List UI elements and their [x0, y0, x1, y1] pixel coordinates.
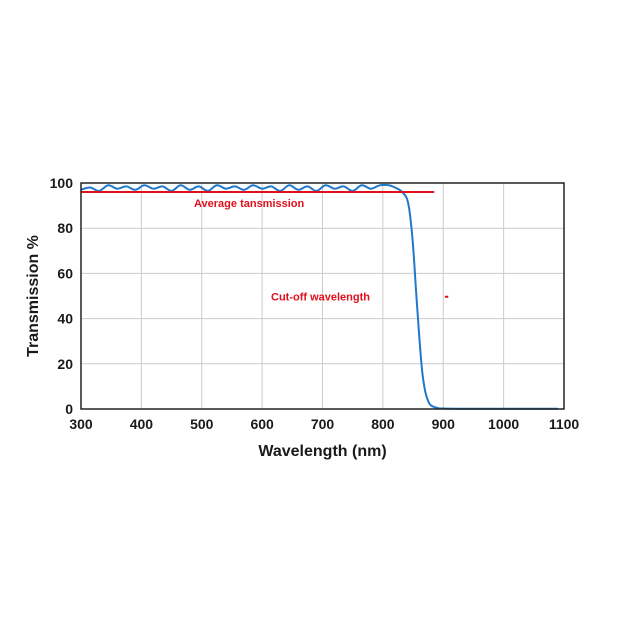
y-tick-label: 40: [57, 311, 73, 327]
x-tick-label: 500: [190, 416, 214, 432]
cut-off-wavelength-label: Cut-off wavelength: [271, 292, 370, 304]
x-tick-label: 800: [371, 416, 395, 432]
y-tick-label: 80: [57, 220, 73, 236]
x-tick-label: 900: [432, 416, 456, 432]
annotations: Average tansmission Cut-off wavelength: [81, 191, 449, 304]
series-group: [80, 183, 558, 410]
y-tick-label: 20: [57, 356, 73, 372]
average-transmission-label: Average tansmission: [194, 198, 305, 210]
x-tick-label: 300: [69, 416, 93, 432]
x-tick-label: 1100: [549, 416, 580, 432]
x-tick-labels: 300 400 500 600 700 800 900 1000 1100: [69, 416, 579, 432]
series-line: [80, 183, 558, 410]
x-tick-label: 400: [130, 416, 154, 432]
x-axis-title: Wavelength (nm): [258, 443, 386, 460]
y-tick-labels: 0 20 40 60 80 100: [50, 175, 74, 417]
y-tick-label: 0: [65, 401, 73, 417]
x-tick-label: 700: [311, 416, 335, 432]
plot-frame: [80, 182, 565, 410]
y-tick-label: 60: [57, 265, 73, 281]
grid-lines: [81, 183, 564, 409]
y-tick-label: 100: [50, 175, 74, 191]
x-tick-label: 600: [250, 416, 274, 432]
x-tick-label: 1000: [488, 416, 519, 432]
y-axis-title: Transmission %: [25, 235, 42, 357]
